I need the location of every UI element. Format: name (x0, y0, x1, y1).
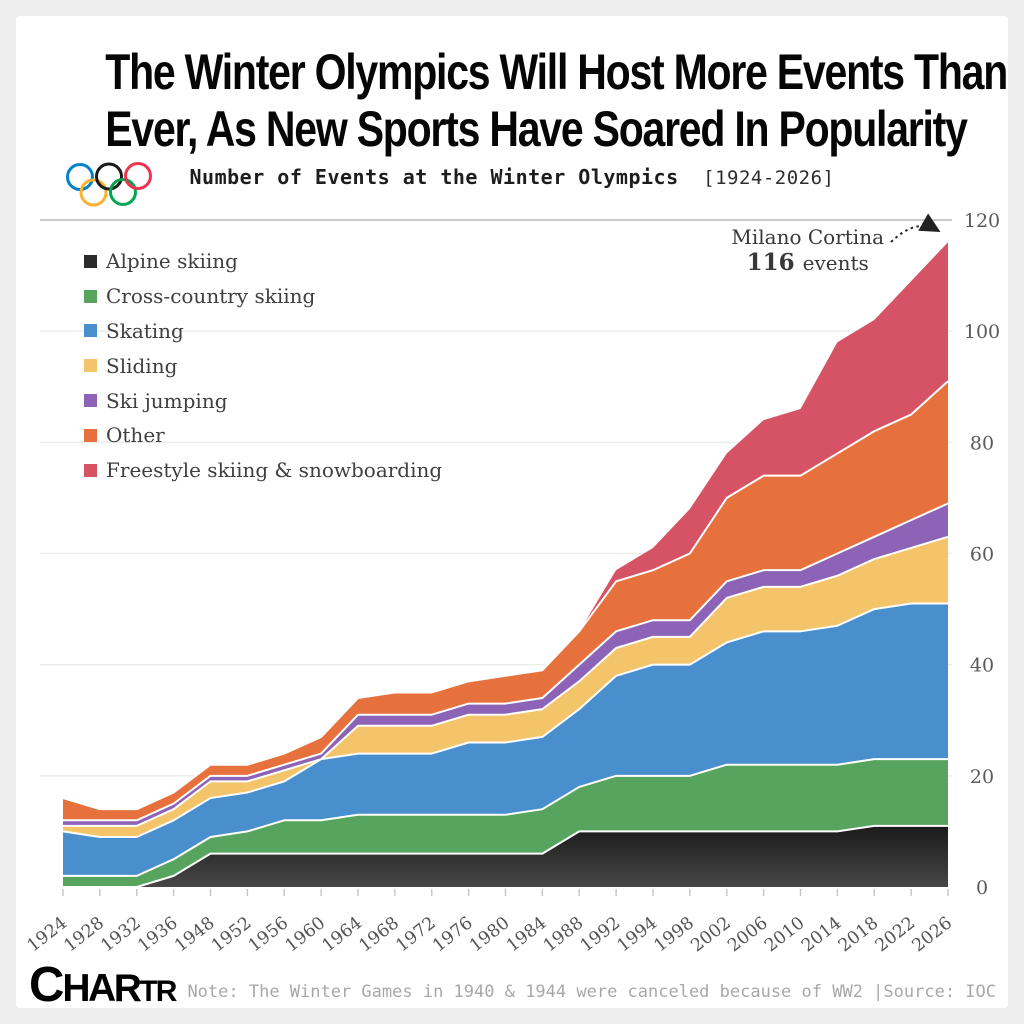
band-separator-3 (63, 535, 949, 827)
legend-item-cross-country-skiing: Cross-country skiing (84, 279, 442, 314)
area-sliding (63, 536, 948, 837)
annotation-arrow (890, 213, 941, 243)
x-tick-label-1968: 1968 (356, 913, 403, 956)
y-tick-label-40: 40 (970, 655, 994, 677)
x-tick-label-1952: 1952 (208, 913, 255, 956)
legend-label-skating: Skating (106, 318, 184, 343)
olympic-rings-icon (66, 162, 152, 207)
x-tick-label-1928: 1928 (61, 913, 108, 956)
x-tick-label-1956: 1956 (245, 913, 292, 956)
band-separator-4 (63, 502, 949, 822)
subtitle-main: Number of Events at the Winter Olympics (189, 165, 679, 189)
x-tick-label-1936: 1936 (134, 913, 181, 956)
legend-item-alpine-skiing: Alpine skiing (84, 244, 442, 279)
x-tick-label-2010: 2010 (761, 913, 808, 956)
x-tick-label-2006: 2006 (724, 913, 771, 956)
legend-label-other: Other (106, 423, 165, 448)
annotation-suffix: events (802, 251, 869, 275)
legend-label-alpine-skiing: Alpine skiing (106, 249, 238, 274)
legend-swatch-other (84, 428, 97, 442)
annotation-value: 116 (746, 249, 795, 276)
source-note: Note: The Winter Games in 1940 & 1944 we… (187, 982, 996, 1002)
subtitle-range: [1924-2026] (703, 167, 835, 189)
area-cross-country-skiing (63, 759, 948, 887)
y-tick-label-80: 80 (970, 432, 994, 454)
legend-swatch-ski-jumping (84, 394, 97, 408)
page-title: The Winter Olympics Will Host More Event… (16, 44, 1008, 158)
legend-label-sliding: Sliding (106, 353, 178, 378)
y-tick-label-100: 100 (964, 321, 1000, 343)
x-tick-label-1948: 1948 (171, 913, 218, 956)
band-separator-0 (63, 824, 948, 888)
band-separator-1 (63, 758, 948, 877)
x-tick-label-2014: 2014 (798, 913, 845, 956)
x-tick-label-1980: 1980 (466, 913, 513, 956)
chart-card: The Winter Olympics Will Host More Event… (16, 16, 1008, 1012)
x-tick-label-2018: 2018 (835, 913, 882, 956)
annotation-label: Milano Cortina (731, 225, 884, 249)
chart-subtitle: Number of Events at the Winter Olympics … (16, 165, 1008, 189)
legend-label-ski-jumping: Ski jumping (106, 388, 228, 413)
legend-label-cross-country-skiing: Cross-country skiing (106, 284, 316, 309)
x-tick-label-1984: 1984 (503, 913, 550, 956)
title-line-1: The Winter Olympics Will Host More Event… (105, 44, 1008, 100)
legend-item-sliding: Sliding (84, 348, 442, 383)
y-tick-label-20: 20 (970, 766, 994, 788)
x-tick-label-2022: 2022 (872, 913, 919, 956)
legend-swatch-sliding (84, 359, 97, 373)
chartr-logo: CHARTR (29, 958, 177, 1012)
x-tick-label-1924: 1924 (24, 913, 71, 956)
x-tick-label-1992: 1992 (577, 913, 624, 956)
x-tick-label-2002: 2002 (687, 913, 734, 956)
y-tick-label-120: 120 (964, 210, 1000, 232)
chart-legend: Alpine skiing Cross-country skiing Skating… (84, 244, 442, 488)
area-ski-jumping (63, 503, 948, 826)
annotation-events: 116 events (731, 250, 884, 276)
band-separator-5 (62, 380, 949, 811)
legend-item-ski-jumping: Ski jumping (84, 383, 442, 418)
x-tick-label-2026: 2026 (909, 913, 956, 956)
legend-item-skating: Skating (84, 314, 442, 349)
x-tick-label-1994: 1994 (614, 913, 661, 956)
x-tick-label-1988: 1988 (540, 913, 587, 956)
annotation-milano-cortina: Milano Cortina 116 events (725, 224, 888, 278)
x-tick-label-1998: 1998 (651, 913, 698, 956)
legend-swatch-alpine-skiing (84, 254, 97, 268)
y-tick-label-60: 60 (970, 544, 994, 566)
legend-item-freestyle-skiing-snowboarding: Freestyle skiing & snowboarding (84, 453, 442, 488)
x-tick-label-1964: 1964 (319, 913, 366, 956)
legend-label-freestyle-skiing-snowboarding: Freestyle skiing & snowboarding (106, 458, 443, 483)
stacked-area-chart: 0204060801001201924192819321936194819521… (24, 210, 1000, 956)
x-tick-label-1932: 1932 (97, 913, 144, 956)
legend-item-other: Other (84, 418, 442, 453)
x-tick-label-1960: 1960 (282, 913, 329, 956)
title-line-2: Ever, As New Sports Have Soared In Popul… (105, 101, 968, 157)
x-tick-label-1976: 1976 (429, 913, 476, 956)
legend-swatch-freestyle-skiing-snowboarding (84, 463, 97, 477)
legend-swatch-skating (84, 324, 97, 338)
area-alpine-skiing (63, 825, 948, 887)
x-tick-label-1972: 1972 (392, 913, 439, 956)
legend-swatch-cross-country-skiing (84, 289, 97, 303)
y-tick-label-0: 0 (976, 877, 988, 899)
band-separator-2 (62, 602, 948, 838)
area-skating (63, 603, 948, 876)
